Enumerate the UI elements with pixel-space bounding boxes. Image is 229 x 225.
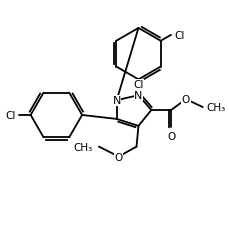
Text: N: N [134, 91, 142, 101]
Text: N: N [112, 96, 120, 106]
Text: CH₃: CH₃ [74, 142, 93, 152]
Text: O: O [166, 131, 174, 141]
Text: Cl: Cl [5, 110, 16, 120]
Text: Cl: Cl [133, 80, 143, 90]
Text: CH₃: CH₃ [206, 103, 225, 112]
Text: O: O [114, 152, 122, 162]
Text: O: O [181, 95, 189, 105]
Text: Cl: Cl [173, 31, 184, 41]
